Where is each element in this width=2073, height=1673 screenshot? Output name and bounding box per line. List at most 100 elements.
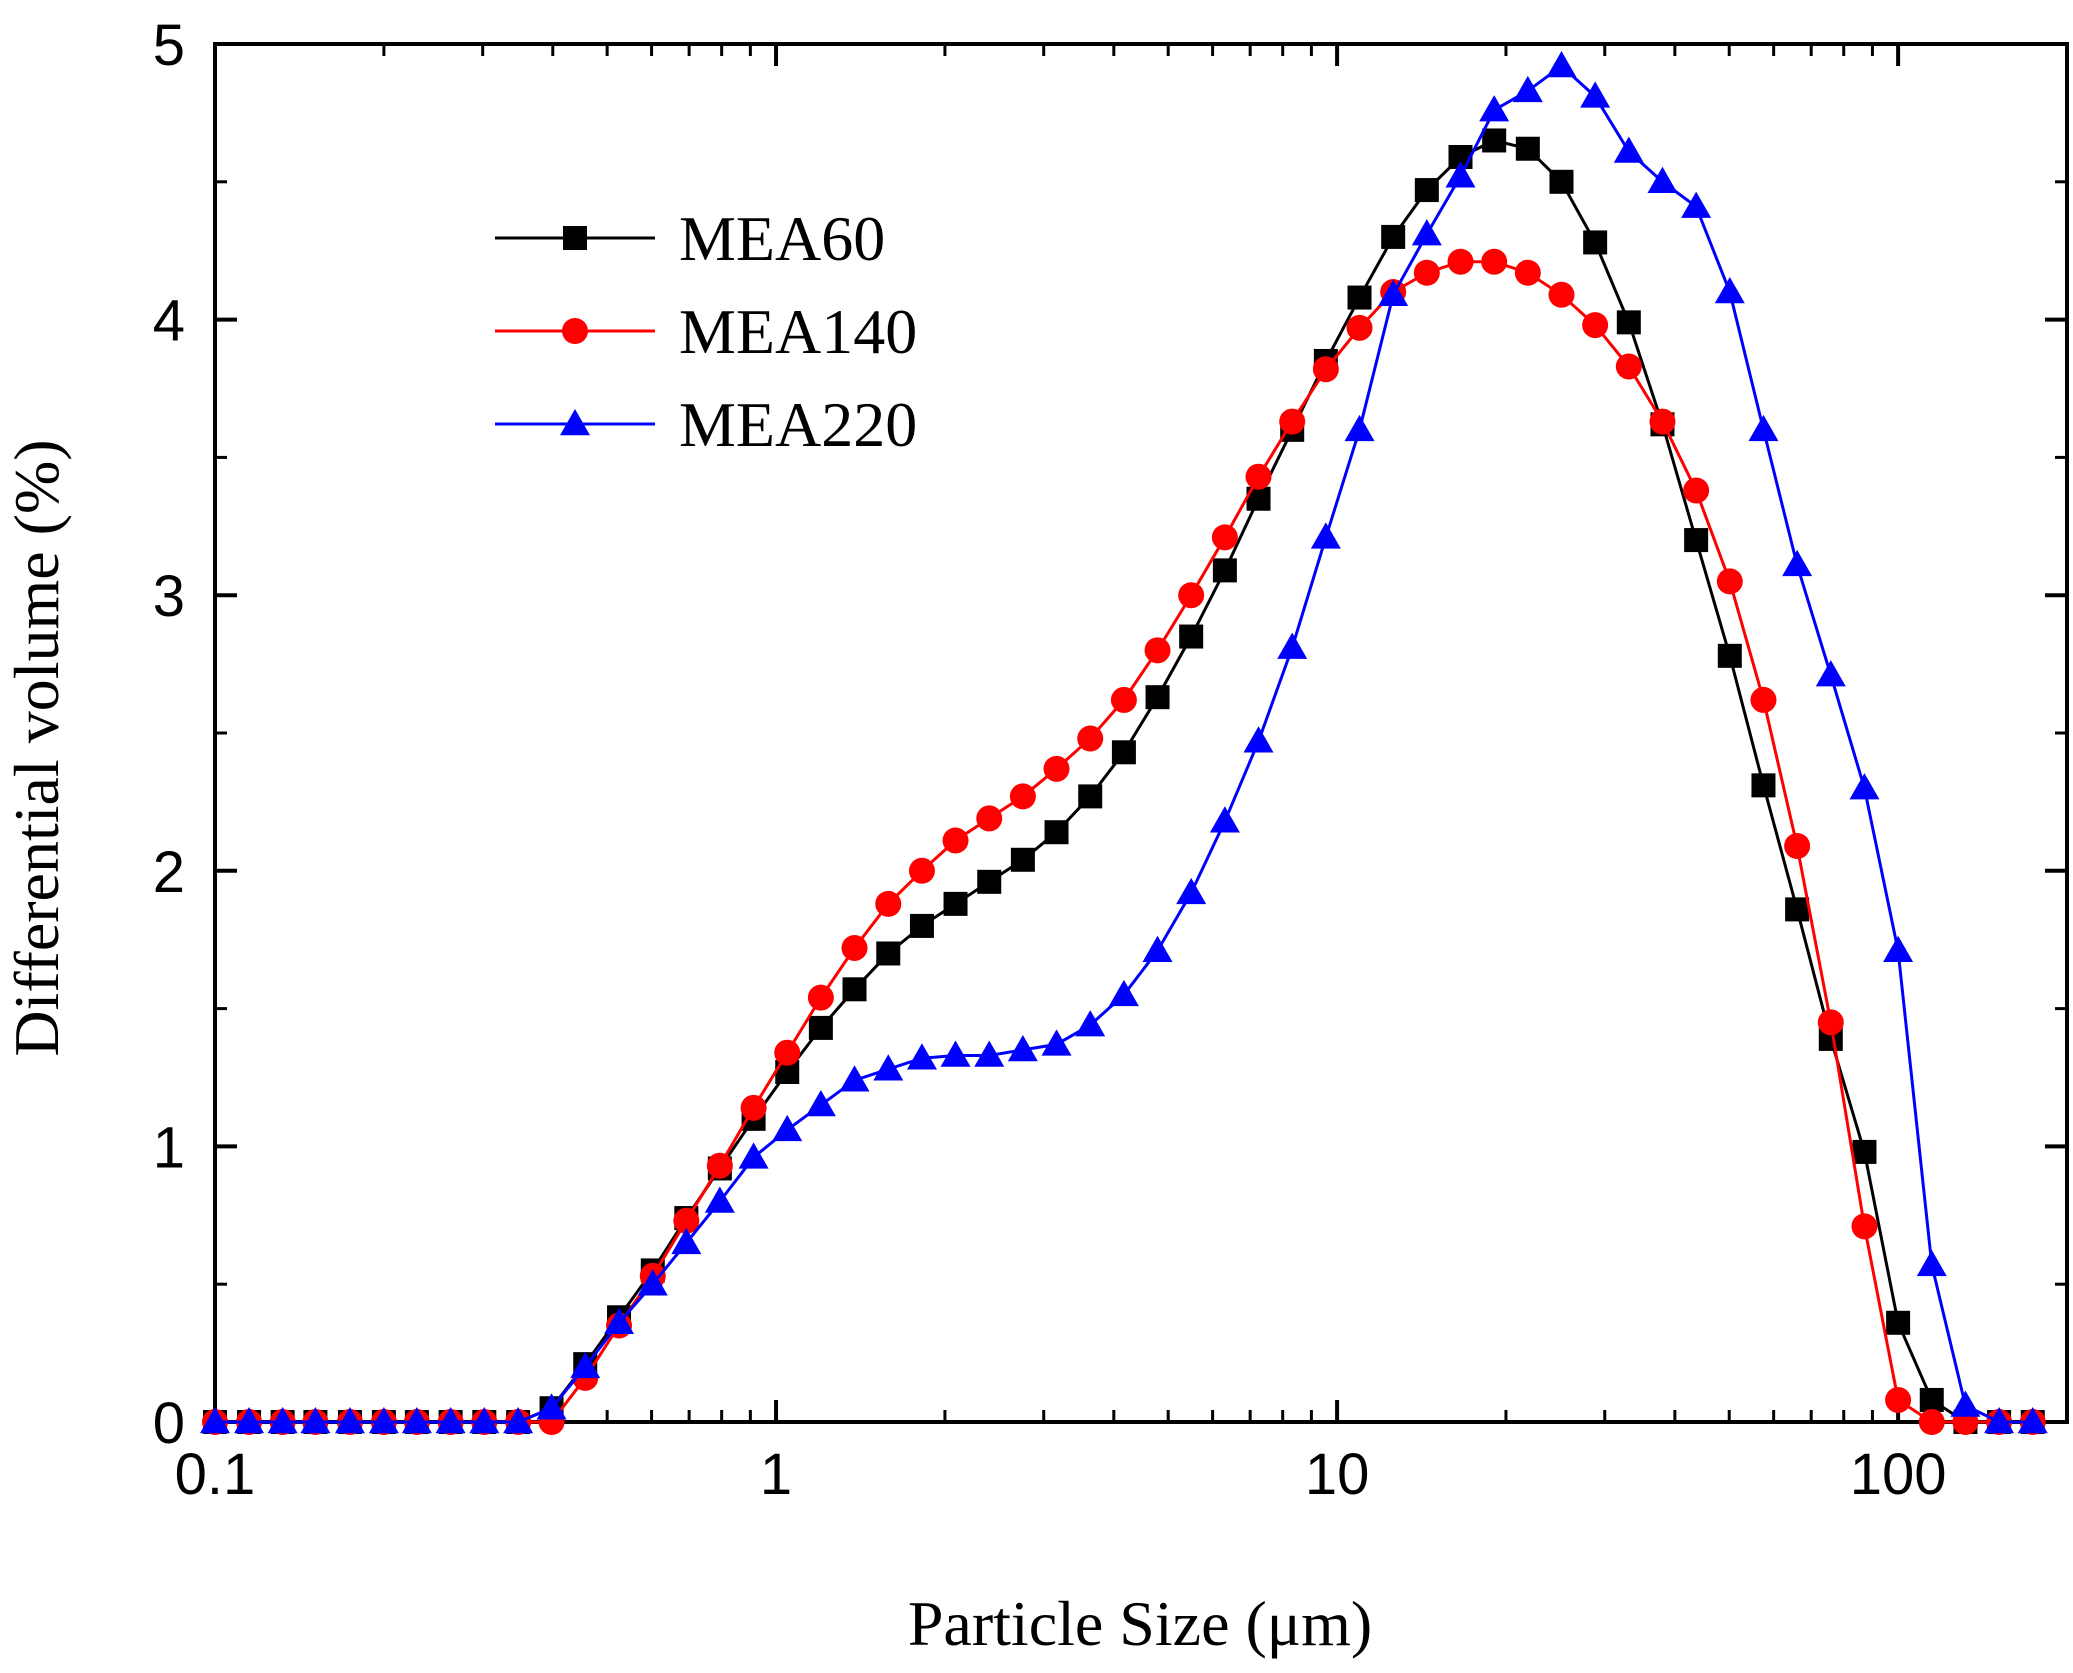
data-point-mea60 — [1583, 230, 1608, 255]
data-point-mea220 — [940, 1040, 971, 1067]
data-point-mea60 — [1482, 128, 1507, 153]
data-point-mea60 — [909, 913, 934, 938]
data-point-mea140 — [1413, 259, 1440, 286]
data-point-mea140 — [774, 1039, 801, 1066]
data-point-mea220 — [805, 1090, 836, 1117]
data-point-mea220 — [1950, 1390, 1981, 1417]
data-point-mea220 — [1580, 81, 1611, 108]
data-point-mea220 — [234, 1407, 265, 1434]
data-point-mea220 — [435, 1407, 466, 1434]
data-point-mea140 — [976, 805, 1003, 832]
data-point-mea140 — [740, 1094, 767, 1121]
data-point-mea220 — [267, 1407, 298, 1434]
x-axis: 0.1 1 10 100 — [175, 44, 2069, 1507]
data-point-mea140 — [1649, 408, 1676, 435]
data-point-mea140 — [1447, 248, 1474, 275]
y-axis: 0 1 2 3 4 5 — [153, 13, 2067, 1456]
data-point-mea60 — [1111, 740, 1136, 765]
series-mea220 — [200, 51, 2048, 1434]
data-point-mea60 — [1078, 784, 1103, 809]
data-point-mea140 — [1784, 832, 1811, 859]
data-point-mea220 — [1512, 75, 1543, 103]
data-point-mea140 — [1716, 568, 1743, 595]
data-point-mea60 — [1549, 169, 1574, 194]
legend-marker-mea140 — [562, 318, 588, 344]
data-point-mea220 — [1277, 632, 1308, 659]
data-point-mea140 — [1009, 783, 1036, 810]
data-point-mea220 — [1546, 51, 1577, 78]
data-point-mea60 — [1179, 624, 1204, 649]
series-layer — [200, 51, 2048, 1435]
data-point-mea60 — [842, 977, 867, 1002]
data-point-mea140 — [1851, 1213, 1878, 1240]
data-point-mea220 — [873, 1054, 904, 1081]
data-point-mea220 — [1613, 136, 1644, 163]
data-point-mea220 — [1310, 522, 1341, 549]
legend-label-mea60: MEA60 — [679, 203, 885, 274]
data-point-mea220 — [334, 1407, 365, 1434]
data-point-mea60 — [876, 941, 901, 966]
data-point-mea140 — [1312, 356, 1339, 383]
data-point-mea220 — [704, 1186, 735, 1213]
data-point-mea220 — [1243, 726, 1274, 753]
data-point-mea140 — [1481, 248, 1508, 275]
data-point-mea60 — [1145, 685, 1170, 710]
data-point-mea220 — [974, 1040, 1005, 1067]
plot-frame — [213, 42, 2069, 1424]
data-point-mea220 — [1984, 1407, 2015, 1434]
data-point-mea220 — [469, 1407, 500, 1434]
data-point-mea140 — [1615, 353, 1642, 380]
legend: MEA60 MEA140 MEA220 — [495, 203, 917, 460]
data-point-mea220 — [738, 1142, 769, 1169]
plot-border — [213, 42, 2069, 1424]
data-point-mea220 — [772, 1114, 803, 1142]
data-point-mea140 — [1817, 1009, 1844, 1036]
data-point-mea140 — [841, 934, 868, 961]
data-point-mea60 — [943, 891, 968, 916]
y-axis-title: Differential volume (%) — [1, 439, 72, 1056]
data-point-mea220 — [1007, 1034, 1038, 1062]
x-axis-title: Particle Size (μm) — [908, 1588, 1372, 1659]
data-point-mea60 — [1616, 310, 1641, 335]
y-tick-label: 4 — [153, 289, 185, 354]
data-point-mea220 — [1041, 1029, 1072, 1056]
data-point-mea60 — [1886, 1310, 1911, 1335]
data-point-mea60 — [1785, 897, 1810, 922]
data-point-mea60 — [1919, 1387, 1944, 1412]
data-point-mea220 — [1849, 773, 1880, 800]
data-point-mea60 — [1684, 528, 1709, 553]
data-point-mea220 — [1883, 935, 1914, 962]
data-point-mea140 — [1144, 637, 1171, 664]
data-point-mea220 — [906, 1043, 937, 1070]
data-point-mea220 — [1479, 95, 1510, 122]
legend-marker-mea220 — [560, 409, 590, 436]
data-point-mea220 — [671, 1227, 702, 1255]
data-point-mea220 — [1782, 549, 1813, 577]
x-tick-label: 10 — [1305, 1442, 1370, 1507]
data-point-mea220 — [1681, 191, 1712, 218]
data-point-mea140 — [1077, 725, 1104, 752]
data-point-mea140 — [908, 857, 935, 884]
data-point-mea140 — [1683, 477, 1710, 504]
data-point-mea220 — [604, 1307, 635, 1335]
data-point-mea220 — [200, 1407, 230, 1434]
data-point-mea60 — [1515, 136, 1540, 161]
data-point-mea220 — [1714, 277, 1745, 304]
data-point-mea60 — [1751, 773, 1776, 798]
data-point-mea60 — [1852, 1139, 1877, 1164]
data-point-mea220 — [570, 1351, 601, 1379]
data-point-mea140 — [1245, 463, 1272, 490]
data-point-mea60 — [808, 1015, 833, 1040]
data-point-mea140 — [1885, 1386, 1912, 1413]
data-point-mea60 — [1212, 558, 1237, 583]
data-point-mea140 — [807, 984, 834, 1011]
data-point-mea220 — [1142, 935, 1173, 962]
x-tick-label: 0.1 — [175, 1442, 256, 1507]
data-point-mea220 — [1075, 1010, 1106, 1037]
data-point-mea60 — [1381, 224, 1406, 249]
data-point-mea220 — [1748, 414, 1779, 442]
x-tick-label: 100 — [1850, 1442, 1947, 1507]
data-point-mea140 — [1211, 524, 1238, 551]
y-tick-label: 5 — [153, 13, 185, 78]
